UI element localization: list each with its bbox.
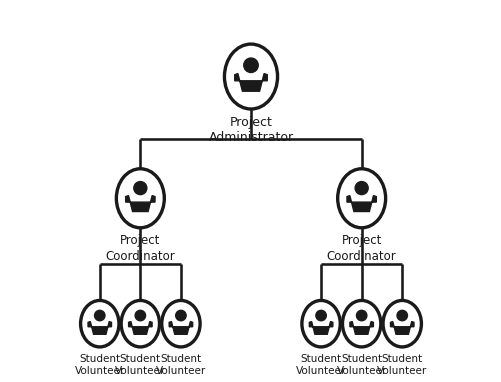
Ellipse shape (337, 169, 385, 228)
Polygon shape (309, 322, 332, 334)
Ellipse shape (301, 301, 340, 347)
Ellipse shape (116, 169, 164, 228)
Text: Student
Volunteer: Student Volunteer (296, 354, 346, 376)
Ellipse shape (81, 301, 119, 347)
Circle shape (315, 310, 326, 321)
Ellipse shape (224, 44, 277, 109)
Text: Student
Volunteer: Student Volunteer (115, 354, 165, 376)
Text: Project
Coordinator: Project Coordinator (326, 235, 396, 263)
Polygon shape (349, 322, 373, 334)
Ellipse shape (121, 301, 159, 347)
Circle shape (243, 58, 258, 73)
Circle shape (134, 181, 147, 194)
Polygon shape (125, 196, 155, 212)
Text: Project
Administrator: Project Administrator (208, 116, 293, 144)
Circle shape (354, 181, 367, 194)
Text: Student
Volunteer: Student Volunteer (155, 354, 205, 376)
Polygon shape (88, 322, 111, 334)
Text: Student
Volunteer: Student Volunteer (336, 354, 386, 376)
Ellipse shape (342, 301, 380, 347)
Circle shape (356, 310, 366, 321)
Circle shape (135, 310, 145, 321)
Circle shape (94, 310, 105, 321)
Ellipse shape (161, 301, 200, 347)
Circle shape (175, 310, 186, 321)
Polygon shape (169, 322, 192, 334)
Text: Student
Volunteer: Student Volunteer (376, 354, 426, 376)
Circle shape (396, 310, 407, 321)
Polygon shape (390, 322, 413, 334)
Polygon shape (128, 322, 152, 334)
Ellipse shape (382, 301, 420, 347)
Polygon shape (346, 196, 376, 212)
Text: Project
Coordinator: Project Coordinator (105, 235, 175, 263)
Text: Student
Volunteer: Student Volunteer (75, 354, 125, 376)
Polygon shape (234, 74, 267, 91)
